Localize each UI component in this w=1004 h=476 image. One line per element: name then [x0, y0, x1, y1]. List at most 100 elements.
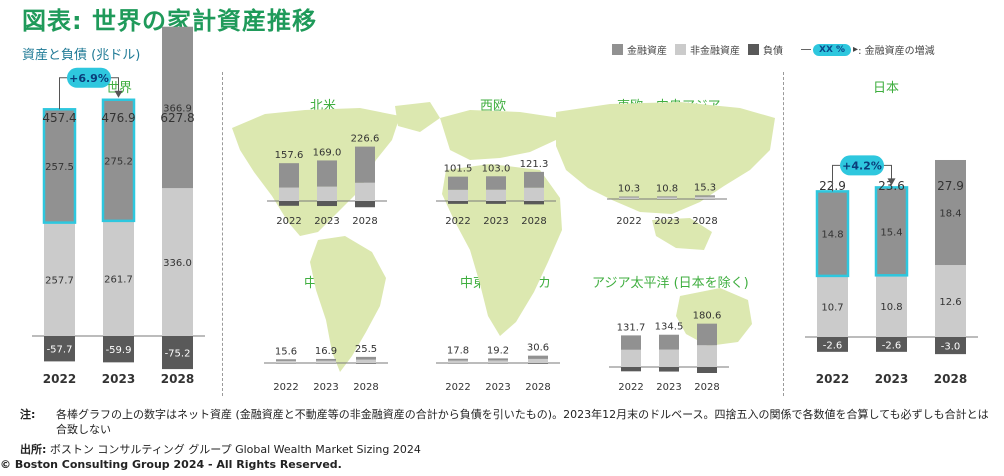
- net-total-label: 627.8: [160, 111, 194, 125]
- bar-liabilities: [488, 363, 508, 364]
- source: 出所: ボストン コンサルティング グループ Global Wealth Mar…: [20, 441, 421, 457]
- bar-financial: [356, 356, 376, 360]
- bar-liabilities: [935, 337, 966, 355]
- bar-financial: [279, 163, 299, 188]
- year-tick-label: 2028: [161, 372, 194, 386]
- financial-value-label: 15.4: [880, 227, 902, 238]
- copyright: © Boston Consulting Group 2024 - All Rig…: [0, 458, 342, 471]
- region-label-world: 世界: [106, 81, 133, 96]
- year-tick-label: 2022: [816, 372, 849, 386]
- source-label: 出所:: [20, 443, 47, 456]
- net-total-label: 157.6: [275, 150, 304, 161]
- bar-financial: [101, 98, 136, 223]
- year-tick-label: 2028: [353, 382, 378, 393]
- chart-subtitle: 資産と負債 (兆ドル): [22, 48, 141, 63]
- growth-arrow-icon: [114, 90, 123, 98]
- bar-financial: [657, 196, 677, 198]
- bar-financial: [621, 335, 641, 350]
- footnote-label: 注:: [20, 408, 36, 421]
- world-map: [232, 102, 775, 372]
- year-tick-label: 2023: [875, 372, 908, 386]
- nonfinancial-value-label: 336.0: [163, 258, 192, 269]
- bar-nonfinancial: [279, 187, 299, 201]
- net-total-label: 226.6: [351, 134, 380, 145]
- net-total-label: 17.8: [447, 346, 469, 357]
- footnote-line: 注: 各棒グラフの上の数字はネット資産 (金融資産と不動産等の非金融資産の合計か…: [20, 407, 990, 437]
- year-tick-label: 2023: [314, 216, 339, 227]
- year-tick-label: 2023: [313, 382, 338, 393]
- bar-liabilities: [279, 201, 299, 206]
- net-total-label: 25.5: [355, 344, 377, 355]
- bar-liabilities: [316, 363, 336, 364]
- net-total-label: 476.9: [101, 111, 135, 125]
- bar-financial: [448, 358, 468, 361]
- source-text: ボストン コンサルティング グループ Global Wealth Market …: [49, 443, 421, 456]
- bar-financial: [935, 159, 966, 266]
- legend-swatch-liabilities: [748, 44, 759, 55]
- net-total-label: 10.8: [656, 183, 678, 194]
- bar-nonfinancial: [448, 189, 468, 201]
- map-south-america: [310, 236, 386, 372]
- bar-financial: [524, 171, 544, 188]
- bar-financial: [659, 334, 679, 350]
- bar-financial: [276, 359, 296, 361]
- bar-financial: [486, 176, 506, 190]
- map-australia: [676, 288, 752, 346]
- bar-liabilities: [317, 201, 337, 207]
- map-africa: [442, 164, 562, 336]
- year-tick-label: 2028: [694, 382, 719, 393]
- bar-financial: [317, 160, 337, 187]
- net-total-label: 30.6: [527, 343, 549, 354]
- map-north-america: [232, 108, 400, 236]
- bar-nonfinancial: [619, 197, 639, 199]
- bar-nonfinancial: [162, 188, 193, 336]
- bar-liabilities: [817, 337, 848, 352]
- region-label-japan: 日本: [873, 81, 900, 96]
- bars-layer: 2022 457.4 257.5 257.7 -57.7 2023 476.9 275.2 26…: [32, 26, 978, 393]
- bar-liabilities: [524, 201, 544, 205]
- nonfinancial-value-label: 10.7: [821, 302, 843, 313]
- bar-nonfinancial: [355, 182, 375, 201]
- bar-liabilities: [355, 201, 375, 208]
- net-total-label: 134.5: [655, 322, 684, 333]
- bar-financial: [316, 358, 336, 361]
- divider-left: [222, 72, 223, 396]
- financial-value-label: 14.8: [821, 230, 843, 241]
- financial-value-label: 18.4: [939, 209, 961, 220]
- bar-financial: [619, 196, 639, 198]
- bar-liabilities: [162, 336, 193, 370]
- year-tick-label: 2022: [618, 382, 643, 393]
- year-tick-label: 2023: [656, 382, 681, 393]
- legend-arrow-line: [801, 49, 811, 50]
- growth-pill: [67, 67, 111, 88]
- nonfinancial-value-label: 12.6: [939, 297, 961, 308]
- bar-nonfinancial: [276, 360, 296, 363]
- year-tick-label: 2028: [521, 216, 546, 227]
- year-tick-label: 2023: [485, 382, 510, 393]
- bar-liabilities: [486, 201, 506, 204]
- divider-right: [783, 72, 784, 396]
- bar-nonfinancial: [528, 358, 548, 363]
- net-total-label: 15.3: [694, 182, 716, 193]
- bar-nonfinancial: [697, 345, 717, 367]
- growth-pill-label: +4.2%: [842, 159, 882, 172]
- bar-financial: [874, 186, 909, 277]
- map-southeast-asia: [652, 218, 712, 250]
- liabilities-value-label: -57.7: [47, 345, 73, 356]
- legend-liabilities-label: 負債: [763, 46, 783, 57]
- bar-financial: [695, 195, 715, 197]
- map-asia: [556, 102, 775, 214]
- bar-nonfinancial: [876, 275, 907, 337]
- year-tick-label: 2022: [276, 216, 301, 227]
- map-greenland: [395, 102, 440, 132]
- bar-nonfinancial: [103, 220, 134, 336]
- footnote: 注: 各棒グラフの上の数字はネット資産 (金融資産と不動産等の非金融資産の合計か…: [20, 407, 990, 437]
- year-tick-label: 2022: [43, 372, 76, 386]
- year-tick-label: 2028: [934, 372, 967, 386]
- net-total-label: 23.6: [878, 179, 905, 193]
- nonfinancial-value-label: 10.8: [880, 302, 902, 313]
- financial-value-label: 275.2: [104, 156, 133, 167]
- bar-nonfinancial: [695, 196, 715, 199]
